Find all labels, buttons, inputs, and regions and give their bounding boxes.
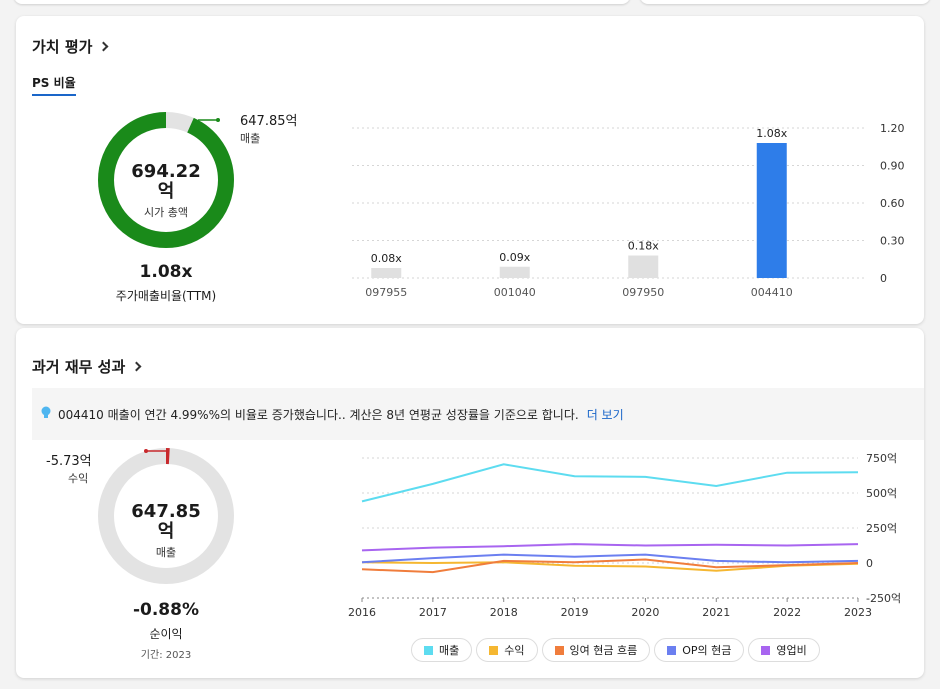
y-tick-label: 500억	[866, 487, 897, 500]
chart-legend: 매출 수익 잉여 현금 흐름 OP의 현금 영업비	[411, 638, 820, 662]
market-cap-donut	[98, 112, 234, 248]
growth-banner-text: 004410 매출이 연간 4.99%%의 비율로 증가했습니다.. 계산은 8…	[58, 407, 579, 422]
period-label: 기간: 2023	[140, 650, 192, 661]
y-tick-label: 0	[880, 272, 887, 285]
y-tick-label: 0.90	[880, 160, 905, 173]
bar-value-label: 0.08x	[371, 252, 402, 265]
net-margin-label: 순이익	[149, 627, 183, 641]
revenue-center-label: 매출	[155, 546, 177, 559]
valuation-card: 가치 평가 PS 비율 647.85억 매출 694.22 억 시가 총액 1.…	[16, 16, 924, 324]
series-line[interactable]	[361, 553, 859, 564]
legend-swatch	[761, 645, 771, 655]
market-cap-label: 시가 총액	[144, 206, 188, 219]
x-category-label: 097950	[622, 286, 664, 299]
chevron-right-icon	[98, 41, 109, 52]
market-cap-value: 694.22	[131, 161, 201, 182]
legend-item[interactable]: 매출	[411, 638, 473, 662]
legend-swatch	[667, 645, 677, 655]
performance-title: 과거 재무 성과	[32, 358, 126, 376]
lightbulb-icon	[40, 405, 58, 424]
net-margin-value: -0.88%	[132, 600, 200, 620]
x-tick-label: 2018	[490, 606, 518, 619]
legend-swatch	[489, 645, 499, 655]
bar-004410[interactable]	[756, 143, 787, 278]
revenue-pointer	[198, 118, 220, 122]
y-tick-label: 0.60	[880, 197, 905, 210]
legend-item[interactable]: 수익	[476, 638, 538, 662]
x-category-label: 001040	[494, 286, 536, 299]
x-tick-label: 2021	[702, 606, 730, 619]
ps-ratio-label: 주가매출비율(TTM)	[115, 289, 217, 303]
bar-097955[interactable]	[371, 268, 402, 278]
bar-value-label: 1.08x	[756, 127, 787, 140]
financial-line-chart: 750억 500억 250억 0 -250억 2016 2017 2018 2019 2020 20…	[348, 452, 901, 619]
revenue-center-value: 647.85	[131, 501, 201, 522]
bar-097950[interactable]	[628, 255, 659, 279]
legend-item[interactable]: OP의 현금	[654, 638, 745, 662]
profit-arc	[98, 448, 234, 584]
legend-label: 잉여 현금 흐름	[569, 644, 638, 657]
series-line[interactable]	[361, 558, 859, 574]
profit-pointer	[144, 449, 166, 453]
legend-label: OP의 현금	[682, 644, 732, 657]
x-tick-label: 2016	[348, 606, 376, 619]
legend-swatch	[424, 645, 433, 655]
x-tick-label: 2023	[844, 606, 872, 619]
top-card-edge-left	[14, 0, 630, 4]
chevron-right-icon	[131, 361, 142, 372]
legend-label: 수익	[504, 644, 525, 657]
revenue-value: 647.85억	[240, 114, 298, 129]
y-tick-label: 750억	[866, 452, 897, 465]
revenue-donut	[98, 448, 234, 584]
performance-title-link[interactable]: 과거 재무 성과	[32, 356, 142, 377]
revenue-center-unit: 억	[157, 521, 175, 542]
x-category-label: 097955	[365, 286, 407, 299]
bar-001040[interactable]	[499, 266, 530, 278]
top-card-edge-right	[640, 0, 930, 4]
x-tick-label: 2022	[773, 606, 801, 619]
valuation-title-link[interactable]: 가치 평가	[32, 36, 109, 57]
x-tick-label: 2020	[631, 606, 659, 619]
legend-item[interactable]: 영업비	[748, 638, 820, 662]
more-link[interactable]: 더 보기	[586, 407, 624, 422]
ps-ratio-bar-chart: 1.20 0.90 0.60 0.30 0 0.08x 097955 0.09x 001040 0…	[352, 122, 905, 299]
profit-value: -5.73억	[46, 454, 92, 469]
series-line[interactable]	[361, 561, 859, 572]
profit-label: 수익	[68, 472, 89, 485]
series-line[interactable]	[361, 463, 859, 503]
bar-value-label: 0.09x	[499, 251, 530, 264]
series-line[interactable]	[361, 543, 859, 552]
x-category-label: 004410	[751, 286, 793, 299]
y-tick-label: 0.30	[880, 235, 905, 248]
legend-label: 영업비	[776, 644, 807, 657]
legend-swatch	[554, 645, 564, 655]
y-tick-label: 0	[866, 557, 873, 570]
market-cap-center: 694.22 억 시가 총액	[116, 162, 216, 220]
x-tick-label: 2019	[561, 606, 589, 619]
revenue-arc	[98, 112, 234, 248]
revenue-label: 매출	[240, 132, 261, 145]
ps-ratio-value: 1.08x	[139, 262, 193, 282]
tab-ps-ratio[interactable]: PS 비율	[32, 74, 76, 96]
legend-label: 매출	[439, 644, 460, 657]
market-cap-unit: 억	[157, 181, 175, 202]
legend-item[interactable]: 잉여 현금 흐름	[541, 638, 651, 662]
performance-card: 과거 재무 성과 004410 매출이 연간 4.99%%의 비율로 증가했습니…	[16, 328, 924, 678]
y-tick-label: 250억	[866, 522, 897, 535]
bar-value-label: 0.18x	[628, 240, 659, 253]
revenue-center: 647.85 억 매출	[116, 502, 216, 560]
growth-banner: 004410 매출이 연간 4.99%%의 비율로 증가했습니다.. 계산은 8…	[32, 388, 924, 440]
x-tick-label: 2017	[419, 606, 447, 619]
y-tick-label: 1.20	[880, 122, 905, 135]
valuation-title: 가치 평가	[32, 38, 93, 56]
y-tick-label: -250억	[866, 592, 901, 605]
